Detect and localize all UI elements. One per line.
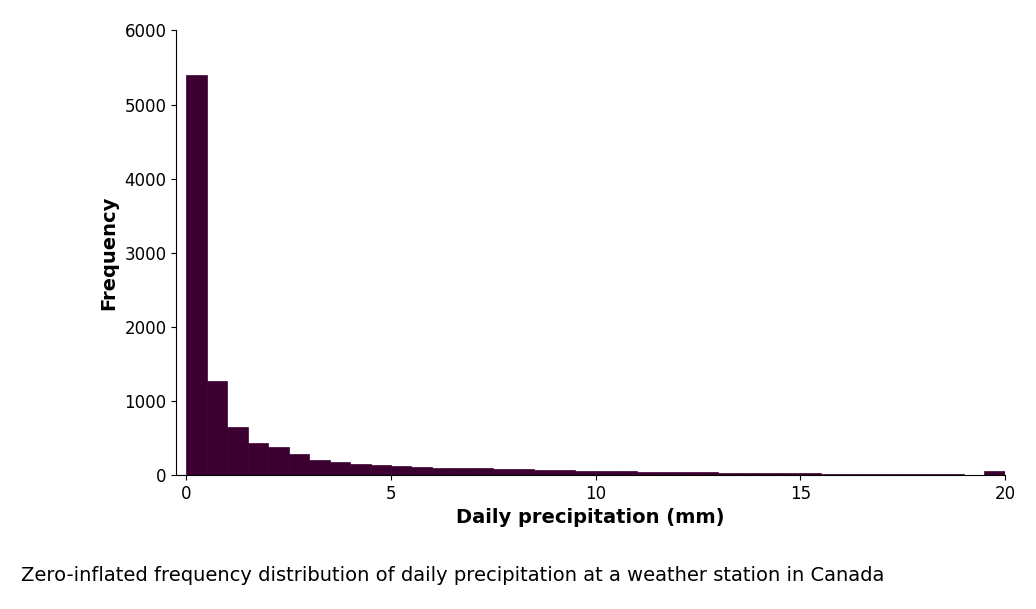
Bar [616, 471, 636, 475]
Bar [698, 473, 718, 475]
Bar [493, 469, 514, 475]
Bar [678, 472, 698, 475]
Bar [759, 473, 780, 475]
Bar [227, 427, 248, 475]
Bar [902, 474, 923, 475]
Bar [248, 443, 268, 475]
Bar [371, 465, 391, 475]
Bar [923, 474, 944, 475]
Bar [636, 472, 657, 475]
Bar [432, 468, 453, 475]
Bar [472, 468, 493, 475]
Bar [657, 472, 678, 475]
Bar [350, 463, 371, 475]
Bar [411, 467, 432, 475]
Bar [514, 470, 535, 475]
Bar [309, 460, 329, 475]
Bar [739, 473, 759, 475]
Bar [289, 454, 309, 475]
Bar [800, 473, 821, 475]
Bar [575, 471, 596, 475]
Y-axis label: Frequency: Frequency [99, 195, 119, 310]
X-axis label: Daily precipitation (mm): Daily precipitation (mm) [456, 509, 725, 527]
Bar [453, 468, 472, 475]
Bar [207, 381, 227, 475]
Bar [882, 474, 902, 475]
Bar [535, 470, 554, 475]
Bar [984, 471, 1005, 475]
Bar [718, 473, 739, 475]
Text: Zero-inflated frequency distribution of daily precipitation at a weather station: Zero-inflated frequency distribution of … [21, 566, 884, 585]
Bar [391, 466, 411, 475]
Bar [554, 470, 575, 475]
Bar [821, 474, 841, 475]
Bar [841, 474, 862, 475]
Bar [329, 462, 350, 475]
Bar [862, 474, 882, 475]
Bar [780, 473, 800, 475]
Bar [186, 75, 207, 475]
Bar [268, 447, 289, 475]
Bar [596, 471, 616, 475]
